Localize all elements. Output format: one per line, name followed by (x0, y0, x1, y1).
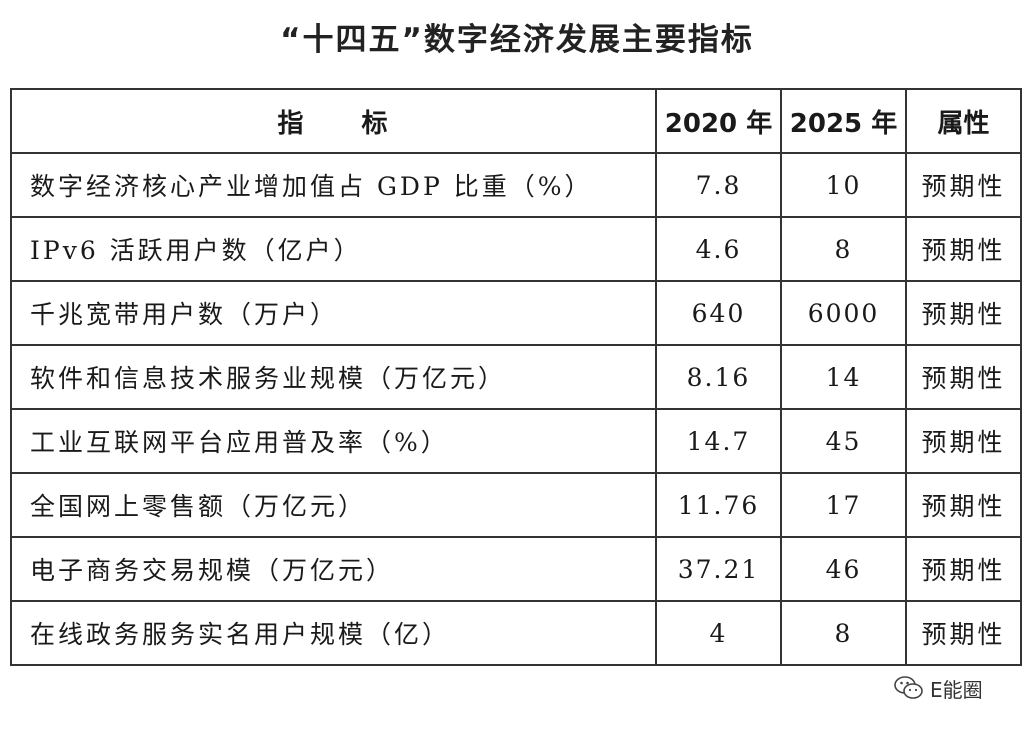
attribute-cell: 预期性 (905, 536, 1022, 602)
value-2020-cell: 640 (655, 280, 782, 346)
value-2025-cell: 6000 (780, 280, 907, 346)
watermark: E能圈 (894, 672, 983, 704)
value-2020-cell: 4 (655, 600, 782, 666)
indicators-table: 指 标 2020 年 2025 年 属性 数字经济核心产业增加值占 GDP 比重… (10, 88, 1022, 666)
indicator-cell: 数字经济核心产业增加值占 GDP 比重（%） (10, 152, 657, 218)
attribute-cell: 预期性 (905, 600, 1022, 666)
indicator-cell: 工业互联网平台应用普及率（%） (10, 408, 657, 474)
attribute-cell: 预期性 (905, 280, 1022, 346)
value-2020-cell: 11.76 (655, 472, 782, 538)
value-2025-cell: 8 (780, 216, 907, 282)
attribute-cell: 预期性 (905, 216, 1022, 282)
wechat-icon (894, 675, 924, 701)
header-year-2020: 2020 年 (655, 88, 782, 154)
indicator-cell: 全国网上零售额（万亿元） (10, 472, 657, 538)
table-header-row: 指 标 2020 年 2025 年 属性 (10, 88, 1022, 154)
table-row: 数字经济核心产业增加值占 GDP 比重（%） 7.8 10 预期性 (10, 152, 1022, 218)
attribute-cell: 预期性 (905, 344, 1022, 410)
value-2020-cell: 14.7 (655, 408, 782, 474)
page-title: “十四五”数字经济发展主要指标 (280, 22, 754, 58)
value-2020-cell: 4.6 (655, 216, 782, 282)
header-indicator-label: 指 标 (277, 108, 390, 139)
value-2020-cell: 8.16 (655, 344, 782, 410)
table-row: 全国网上零售额（万亿元） 11.76 17 预期性 (10, 472, 1022, 538)
value-2025-cell: 8 (780, 600, 907, 666)
value-2025-cell: 14 (780, 344, 907, 410)
table-row: 工业互联网平台应用普及率（%） 14.7 45 预期性 (10, 408, 1022, 474)
header-indicator: 指 标 (10, 88, 657, 154)
attribute-cell: 预期性 (905, 152, 1022, 218)
header-year-2025: 2025 年 (780, 88, 907, 154)
value-2020-cell: 7.8 (655, 152, 782, 218)
header-attribute: 属性 (905, 88, 1022, 154)
indicator-cell: 在线政务服务实名用户规模（亿） (10, 600, 657, 666)
table-row: 千兆宽带用户数（万户） 640 6000 预期性 (10, 280, 1022, 346)
indicator-cell: IPv6 活跃用户数（亿户） (10, 216, 657, 282)
table-row: 在线政务服务实名用户规模（亿） 4 8 预期性 (10, 600, 1022, 666)
indicator-cell: 电子商务交易规模（万亿元） (10, 536, 657, 602)
value-2025-cell: 17 (780, 472, 907, 538)
value-2025-cell: 10 (780, 152, 907, 218)
table-row: 电子商务交易规模（万亿元） 37.21 46 预期性 (10, 536, 1022, 602)
value-2025-cell: 45 (780, 408, 907, 474)
value-2020-cell: 37.21 (655, 536, 782, 602)
indicator-cell: 软件和信息技术服务业规模（万亿元） (10, 344, 657, 410)
value-2025-cell: 46 (780, 536, 907, 602)
table-row: 软件和信息技术服务业规模（万亿元） 8.16 14 预期性 (10, 344, 1022, 410)
table-row: IPv6 活跃用户数（亿户） 4.6 8 预期性 (10, 216, 1022, 282)
indicator-cell: 千兆宽带用户数（万户） (10, 280, 657, 346)
attribute-cell: 预期性 (905, 472, 1022, 538)
attribute-cell: 预期性 (905, 408, 1022, 474)
watermark-text: E能圈 (930, 677, 983, 702)
